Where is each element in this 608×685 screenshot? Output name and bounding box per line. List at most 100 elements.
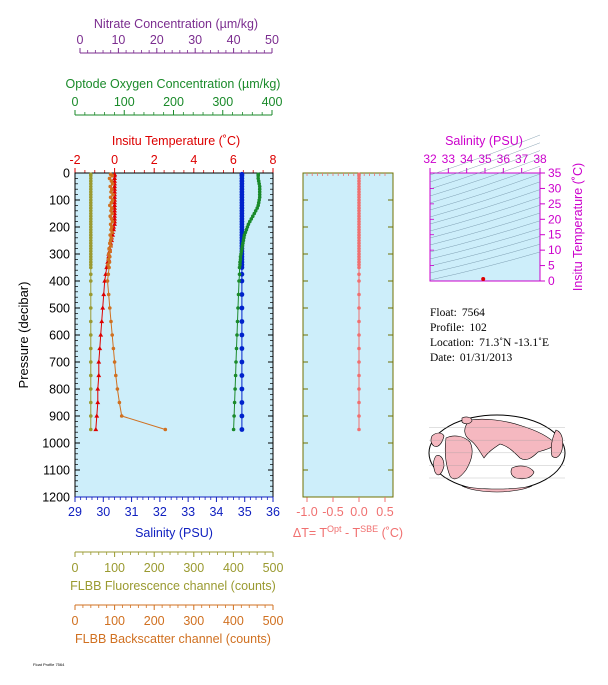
data-point-fluorescence (89, 306, 93, 310)
data-point-fluorescence (89, 219, 93, 224)
ts-diagram-panel (429, 172, 541, 282)
data-point-oxygen (237, 272, 242, 277)
ts-temperature-tick-label: 15 (548, 228, 562, 242)
nitrate-axis-ticks: 0 10 20 30 40 50 (77, 33, 279, 54)
data-point-fluorescence (89, 360, 93, 364)
data-point-oxygen (239, 252, 243, 256)
data-point-salinity (239, 278, 245, 284)
data-point-temperature (101, 291, 107, 297)
data-point-backscatter (108, 249, 112, 254)
data-point-fluorescence (89, 198, 93, 202)
data-point-salinity (239, 332, 245, 338)
data-point-fluorescence (89, 333, 93, 337)
data-point-fluorescence (89, 190, 93, 194)
data-point-temperature (112, 208, 117, 213)
profile-value: 102 (470, 322, 488, 334)
ts-density-contour (429, 205, 541, 239)
oxygen-axis-title: Optode Oxygen Concentration (µm/kg) (66, 77, 281, 91)
data-point-deltat (357, 227, 361, 232)
nitrate-tick-label: 30 (188, 33, 202, 47)
nitrate-axis-title: Nitrate Concentration (µm/kg) (94, 17, 258, 31)
data-point-oxygen (238, 260, 242, 264)
data-point-fluorescence (89, 227, 93, 232)
data-point-fluorescence (89, 319, 93, 324)
data-point-deltat (357, 246, 361, 251)
data-point-temperature (112, 200, 117, 205)
data-point-oxygen (239, 249, 244, 254)
data-point-backscatter (114, 373, 118, 378)
data-point-backscatter (108, 222, 113, 227)
data-point-fluorescence (89, 182, 93, 186)
data-point-temperature (112, 216, 117, 221)
data-point-temperature (96, 372, 102, 378)
ts-temperature-tick-label: 5 (548, 259, 555, 273)
data-point-oxygen (242, 233, 247, 237)
data-point-fluorescence (89, 252, 93, 256)
location-value: 71.3˚N -13.1˚E (479, 337, 549, 349)
salinity-tick-label: 33 (181, 505, 195, 519)
ts-salinity-axis-ticks: 32 33 34 35 36 37 38 (423, 152, 547, 281)
oxygen-tick-label: 400 (262, 95, 283, 109)
data-point-deltat (357, 346, 361, 351)
pressure-tick-label: 700 (49, 356, 70, 370)
data-point-backscatter (111, 192, 115, 197)
data-point-backscatter (109, 244, 113, 248)
ts-density-contour (429, 212, 541, 246)
data-point-oxygen (253, 209, 258, 213)
pressure-tick-label: 300 (49, 248, 70, 262)
data-point-oxygen (257, 192, 262, 197)
data-point-oxygen (232, 400, 237, 405)
ts-density-contour (429, 220, 541, 253)
salinity-tick-label: 29 (68, 505, 82, 519)
data-point-deltat (357, 427, 361, 432)
data-point-deltat (357, 387, 361, 391)
data-point-deltat (357, 414, 361, 418)
salinity-axis-ticks: 29 30 31 32 33 34 35 36 (68, 496, 280, 519)
map-land-north-america (430, 429, 564, 458)
ts-density-contour (429, 236, 541, 267)
backscatter-tick-label: 200 (144, 614, 165, 628)
data-point-oxygen (256, 179, 261, 183)
data-point-oxygen (257, 198, 262, 202)
data-point-salinity (239, 413, 245, 419)
data-point-oxygen (257, 187, 262, 191)
data-point-backscatter (110, 219, 115, 224)
data-point-backscatter (108, 214, 112, 218)
salinity-tick-label: 36 (266, 505, 280, 519)
data-point-temperature (98, 332, 104, 337)
fluorescence-axis-title: FLBB Fluorescence channel (counts) (70, 579, 276, 593)
data-point-salinity (239, 427, 245, 432)
nitrate-tick-label: 10 (111, 33, 125, 47)
ts-salinity-tick-label: 35 (478, 152, 492, 166)
data-point-backscatter (111, 346, 116, 351)
oxygen-tick-label: 0 (72, 95, 79, 109)
data-point-backscatter (110, 182, 115, 186)
data-point-oxygen (232, 414, 236, 418)
data-point-oxygen (237, 265, 242, 270)
temperature-axis: Insitu Temperature (˚C) -2 0 2 4 6 8 (69, 134, 277, 174)
data-point-deltat (357, 263, 361, 267)
data-point-backscatter (107, 246, 111, 251)
data-point-oxygen (233, 373, 238, 378)
data-point-oxygen (233, 387, 237, 391)
data-point-oxygen (252, 211, 257, 216)
data-point-backscatter (108, 306, 112, 310)
fluorescence-tick-label: 400 (223, 561, 244, 575)
data-point-deltat (357, 179, 361, 183)
data-point-deltat (357, 203, 361, 208)
temperature-axis-title: Insitu Temperature (˚C) (112, 134, 240, 148)
data-point-deltat (357, 211, 361, 216)
data-point-deltat (357, 222, 361, 227)
ts-salinity-tick-label: 36 (497, 152, 511, 166)
data-point-fluorescence (89, 225, 93, 229)
data-point-backscatter (115, 387, 120, 391)
data-point-temperature (97, 345, 103, 351)
data-point-fluorescence (89, 427, 93, 432)
delta-temperature-series (357, 172, 361, 432)
salinity-tick-label: 34 (209, 505, 223, 519)
data-point-deltat (357, 217, 361, 221)
data-point-deltat (357, 292, 361, 297)
oxygen-tick-label: 100 (114, 95, 135, 109)
data-point-temperature (112, 183, 117, 189)
data-point-fluorescence (89, 192, 93, 197)
